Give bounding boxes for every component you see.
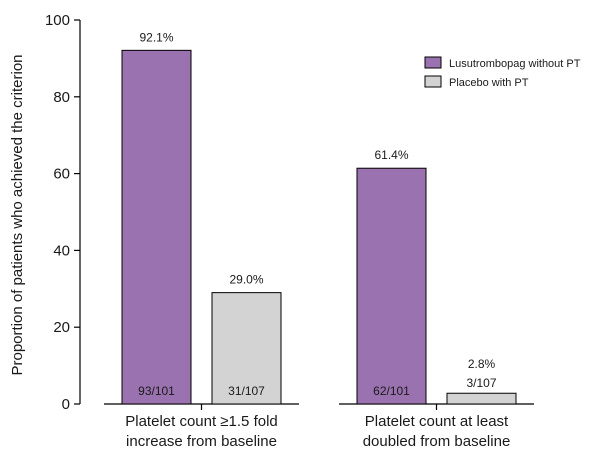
bar-percent-label: 61.4% (374, 148, 408, 162)
bar-percent-label: 2.8% (468, 357, 496, 371)
y-tick-label: 20 (53, 319, 70, 336)
legend-label: Lusutrombopag without PT (449, 58, 581, 70)
y-axis-title: Proportion of patients who achieved the … (9, 54, 26, 375)
bar-count-label: 3/107 (466, 376, 496, 390)
y-tick-label: 40 (53, 242, 70, 259)
legend-swatch (424, 56, 442, 69)
bar-lusutrombopag (356, 167, 427, 405)
bar-percent-label: 29.0% (229, 273, 263, 287)
legend-swatch (424, 75, 442, 88)
x-category-label: increase from baseline (126, 433, 277, 450)
bar-percent-label: 92.1% (139, 30, 173, 44)
y-tick-label: 60 (53, 166, 70, 183)
x-category-label: Platelet count ≥1.5 fold (125, 413, 278, 430)
bar-placebo (211, 292, 282, 405)
x-category-label: Platelet count at least (365, 413, 509, 430)
bar-lusutrombopag (121, 49, 192, 405)
bar-count-label: 93/101 (138, 384, 175, 398)
y-tick-label: 100 (45, 12, 70, 29)
x-category-label: doubled from baseline (363, 433, 511, 450)
bar-count-label: 31/107 (228, 384, 265, 398)
legend-label: Placebo with PT (449, 77, 529, 89)
y-tick-label: 0 (62, 396, 70, 413)
y-tick-label: 80 (53, 89, 70, 106)
bar-placebo (446, 392, 517, 405)
bar-count-label: 62/101 (373, 384, 410, 398)
